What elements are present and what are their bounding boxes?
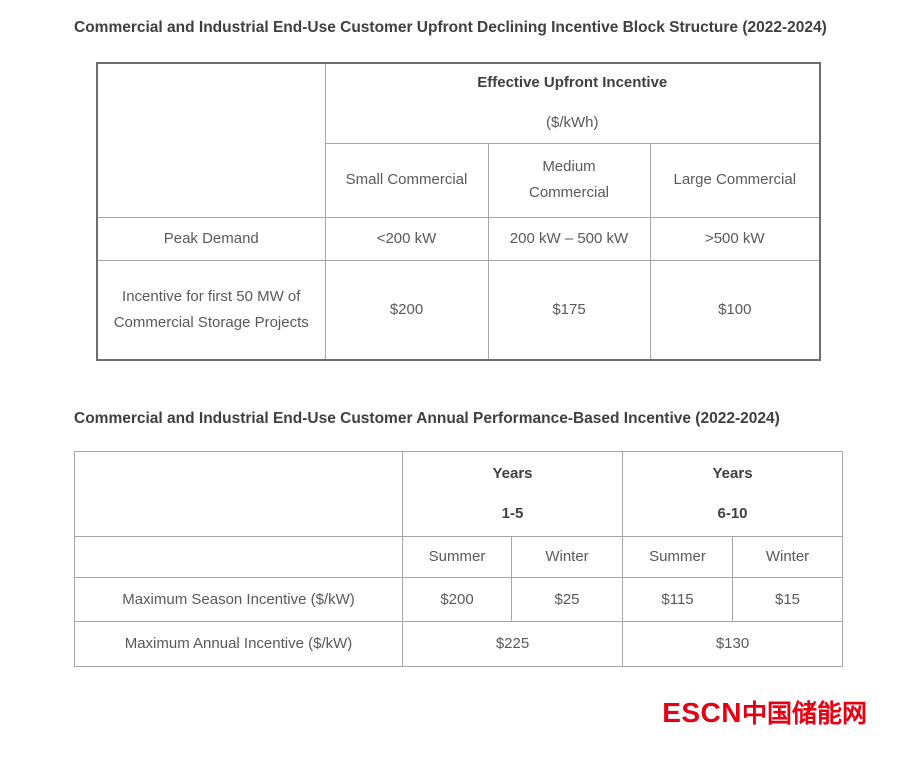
col-header-winter-1-5: Winter xyxy=(510,536,624,578)
empty-corner-cell xyxy=(96,62,326,218)
peak-demand-large-value: >500 kW xyxy=(649,216,821,261)
table-row: Maximum Season Incentive ($/kW) $200 $25… xyxy=(74,577,844,622)
table-row: Incentive for first 50 MW of Commercial … xyxy=(96,259,821,361)
season-winter-1-5-value: $25 xyxy=(510,577,624,622)
effective-upfront-incentive-header: Effective Upfront Incentive ($/kWh) xyxy=(324,62,821,144)
annual-1-5-value: $225 xyxy=(401,621,624,667)
footer: ESCN中国储能网 xyxy=(0,694,917,730)
header-unit-text: ($/kWh) xyxy=(546,114,599,132)
incentive-small-value: $200 xyxy=(324,259,489,361)
table-row: Peak Demand <200 kW 200 kW – 500 kW >500… xyxy=(96,216,821,261)
table-row: Years 1-5 Years 6-10 xyxy=(74,451,844,537)
row-label-incentive-first-50mw: Incentive for first 50 MW of Commercial … xyxy=(96,259,326,361)
annual-6-10-value: $130 xyxy=(622,621,844,667)
table-row: Effective Upfront Incentive ($/kWh) xyxy=(96,62,821,218)
incentive-medium-value: $175 xyxy=(487,259,651,361)
col-header-large-commercial: Large Commercial xyxy=(649,142,821,218)
row-label-max-annual-incentive: Maximum Annual Incentive ($/kW) xyxy=(74,621,403,667)
escn-logo-chinese-text: 中国储能网 xyxy=(741,700,867,728)
season-winter-6-10-value: $15 xyxy=(732,577,844,622)
years-label: Years xyxy=(492,465,533,482)
years-label: Years xyxy=(712,465,753,482)
peak-demand-medium-value: 200 kW – 500 kW xyxy=(487,216,651,261)
season-summer-1-5-value: $200 xyxy=(402,577,512,622)
escn-logo: ESCN中国储能网 xyxy=(662,694,867,730)
article-content: Commercial and Industrial End-Use Custom… xyxy=(0,14,917,667)
peak-demand-small-value: <200 kW xyxy=(324,216,489,261)
table-row: Maximum Annual Incentive ($/kW) $225 $13… xyxy=(74,621,844,667)
upfront-incentive-title: Commercial and Industrial End-Use Custom… xyxy=(74,19,827,36)
years-1-5-header: Years 1-5 xyxy=(401,451,624,537)
col-header-summer-6-10: Summer xyxy=(622,536,734,578)
header-title-text: Effective Upfront Incentive xyxy=(477,74,668,92)
row-label-max-season-incentive: Maximum Season Incentive ($/kW) xyxy=(74,577,403,622)
years-range-label: 6-10 xyxy=(717,505,748,522)
years-6-10-header: Years 6-10 xyxy=(622,451,844,537)
col-header-medium-commercial: Medium Commercial xyxy=(487,142,651,218)
col-header-winter-6-10: Winter xyxy=(732,536,844,578)
performance-incentive-table: Years 1-5 Years 6-10 Summer Winter Summe… xyxy=(74,451,844,667)
empty-cell xyxy=(74,536,403,578)
season-summer-6-10-value: $115 xyxy=(622,577,734,622)
years-range-label: 1-5 xyxy=(501,505,524,522)
table-row: Small Commercial Medium Commercial Large… xyxy=(97,142,821,218)
performance-incentive-title: Commercial and Industrial End-Use Custom… xyxy=(74,410,780,427)
col-header-small-commercial: Small Commercial xyxy=(324,142,489,218)
escn-logo-latin-text: ESCN xyxy=(662,697,742,728)
col-header-summer-1-5: Summer xyxy=(402,536,512,578)
upfront-incentive-table: Effective Upfront Incentive ($/kWh) Smal… xyxy=(96,62,822,361)
row-label-peak-demand: Peak Demand xyxy=(96,216,326,261)
empty-corner-cell xyxy=(74,451,403,537)
table-row: Summer Winter Summer Winter xyxy=(74,536,844,578)
incentive-large-value: $100 xyxy=(649,259,821,361)
